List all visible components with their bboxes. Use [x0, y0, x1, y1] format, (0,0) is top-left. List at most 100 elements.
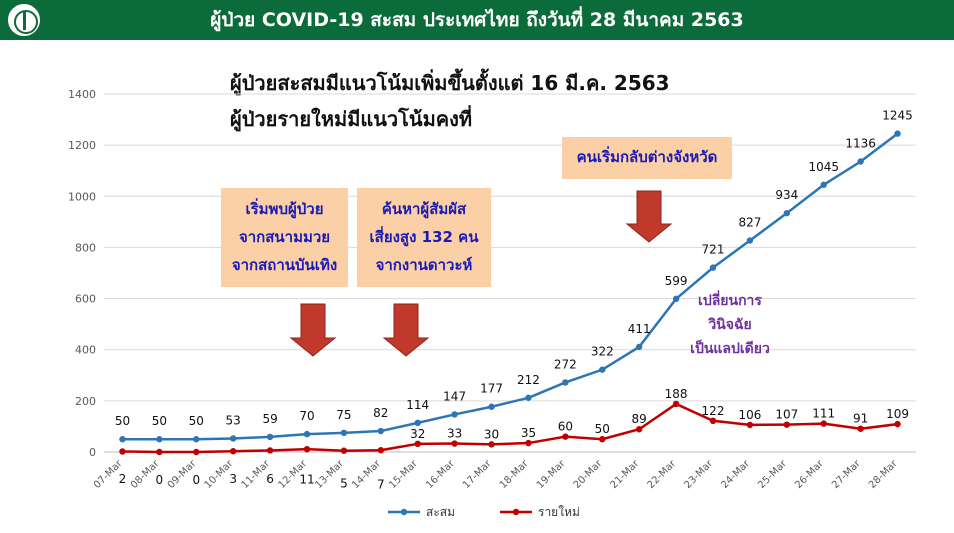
x-tick-label: 22-Mar	[646, 458, 679, 491]
cumulative-point	[820, 181, 827, 188]
new-point	[709, 417, 717, 425]
cumulative-data-label: 934	[775, 188, 798, 202]
new-point	[303, 445, 311, 453]
cumulative-data-label: 59	[262, 412, 277, 426]
x-tick-label: 26-Mar	[793, 458, 826, 491]
y-tick-label: 400	[75, 344, 96, 357]
new-data-label: 2	[119, 472, 127, 486]
new-point	[672, 400, 680, 408]
cumulative-point	[193, 436, 200, 443]
cumulative-point	[377, 427, 385, 435]
cumulative-point	[894, 130, 901, 137]
cumulative-data-label: 82	[373, 406, 388, 420]
new-point	[266, 447, 274, 454]
new-data-label: 6	[266, 472, 274, 486]
new-series-line	[122, 402, 898, 454]
new-point	[414, 440, 421, 448]
cumulative-data-label: 411	[628, 322, 651, 336]
y-tick-label: 200	[75, 395, 96, 408]
note-line: เป็นแลปเดียว	[690, 341, 770, 357]
cumulative-point	[119, 436, 126, 443]
new-data-label: 109	[886, 407, 909, 421]
cumulative-point	[562, 379, 569, 386]
cumulative-point	[709, 264, 717, 271]
new-data-label: 33	[447, 427, 462, 441]
x-tick-label: 20-Mar	[572, 458, 605, 491]
down-arrow-icon	[625, 190, 673, 243]
callout-line: เสี่ยงสูง 132 คน	[369, 228, 479, 246]
y-tick-label: 800	[75, 241, 96, 254]
note-line: วินิจฉัย	[708, 317, 752, 333]
new-data-label: 50	[595, 422, 610, 436]
cumulative-point	[599, 366, 606, 373]
cumulative-point	[635, 343, 643, 351]
cumulative-data-label: 114	[406, 398, 429, 412]
cumulative-point	[156, 436, 163, 443]
cumulative-data-label: 50	[115, 414, 130, 428]
cumulative-point	[451, 411, 458, 418]
x-tick-label: 24-Mar	[719, 458, 752, 491]
callout-line: จากงานดาวะห์	[375, 256, 473, 274]
new-data-label: 35	[521, 426, 536, 440]
y-tick-label: 1400	[68, 88, 96, 101]
down-arrow-icon	[382, 303, 430, 357]
callout-line: จากสนามมวย	[238, 228, 331, 246]
new-data-label: 91	[853, 412, 868, 426]
x-tick-label: 23-Mar	[682, 458, 715, 491]
new-data-label: 122	[702, 404, 725, 418]
legend-new-marker	[512, 508, 520, 516]
legend-new-label: รายใหม่	[538, 505, 580, 519]
cumulative-data-label: 75	[336, 408, 351, 422]
new-data-label: 32	[410, 427, 425, 441]
y-tick-label: 0	[89, 446, 96, 459]
new-data-label: 30	[484, 427, 499, 441]
cumulative-point	[525, 394, 532, 401]
cumulative-point	[303, 430, 311, 438]
annotation-diagnosis-change: เปลี่ยนการ วินิจฉัย เป็นแลปเดียว	[660, 289, 800, 361]
ministry-logo	[6, 2, 42, 38]
new-data-label: 3	[229, 472, 237, 486]
y-tick-label: 1200	[68, 139, 96, 152]
x-tick-label: 17-Mar	[461, 458, 494, 491]
cumulative-point	[857, 158, 864, 165]
new-point	[746, 421, 754, 429]
x-tick-label: 21-Mar	[609, 458, 642, 491]
x-tick-label: 25-Mar	[756, 458, 789, 491]
new-point	[820, 420, 827, 427]
x-tick-label: 19-Mar	[535, 458, 568, 491]
new-point	[562, 433, 569, 440]
new-data-label: 106	[738, 408, 761, 422]
cumulative-point	[672, 295, 680, 303]
new-data-label: 11	[299, 472, 314, 486]
new-point	[340, 447, 348, 454]
x-tick-label: 27-Mar	[830, 458, 863, 491]
cumulative-point	[229, 435, 237, 442]
new-data-label: 0	[156, 473, 164, 487]
logo-ring	[14, 10, 38, 34]
new-point	[193, 448, 200, 456]
cumulative-data-label: 322	[591, 345, 614, 359]
new-data-label: 89	[632, 412, 647, 426]
logo-staff	[23, 12, 26, 30]
cumulative-point	[488, 403, 495, 410]
new-point	[599, 436, 606, 443]
headline-cumulative-trend: ผู้ป่วยสะสมมีแนวโน้มเพิ่มขึ้นตั้งแต่ 16 …	[230, 71, 670, 95]
page-title: ผู้ป่วย COVID-19 สะสม ประเทศไทย ถึงวันที…	[210, 9, 744, 31]
note-line: เปลี่ยนการ	[698, 293, 762, 309]
new-data-label: 0	[192, 473, 200, 487]
x-tick-label: 16-Mar	[424, 458, 457, 491]
cumulative-data-label: 147	[443, 389, 466, 403]
cumulative-data-label: 721	[702, 243, 725, 257]
callout-contact-tracing: ค้นหาผู้สัมผัส เสี่ยงสูง 132 คน จากงานดา…	[357, 188, 491, 287]
cumulative-data-label: 1045	[808, 160, 839, 174]
new-data-label: 188	[665, 387, 688, 401]
new-point	[783, 421, 791, 428]
cumulative-data-label: 70	[299, 409, 314, 423]
new-point	[857, 425, 864, 432]
legend-cumulative-label: สะสม	[426, 505, 455, 519]
headline-new-trend: ผู้ป่วยรายใหม่มีแนวโน้มคงที่	[230, 107, 473, 131]
cumulative-point	[746, 237, 754, 244]
new-point	[635, 426, 643, 433]
cumulative-point	[414, 419, 421, 427]
